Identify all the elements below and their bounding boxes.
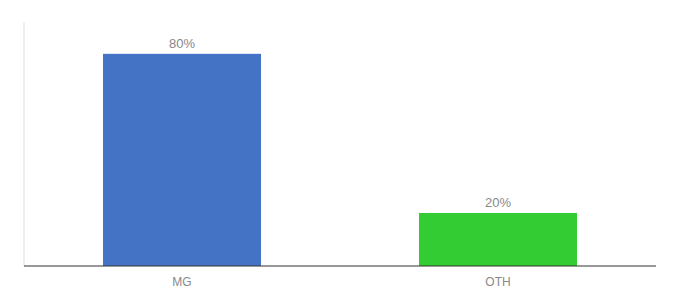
x-tick-label: MG (172, 275, 191, 289)
chart-container: 80% 20% MG OTH (0, 0, 680, 300)
chart-svg: 80% 20% MG OTH (0, 0, 680, 300)
bar (103, 54, 261, 266)
bars (103, 54, 577, 266)
labels: 80% 20% (169, 36, 511, 210)
x-axis-line (24, 265, 656, 266)
bar (419, 213, 577, 266)
x-tick-label: OTH (485, 275, 510, 289)
y-axis-line (24, 22, 25, 266)
data-label: 80% (169, 36, 195, 51)
data-label: 20% (485, 195, 511, 210)
